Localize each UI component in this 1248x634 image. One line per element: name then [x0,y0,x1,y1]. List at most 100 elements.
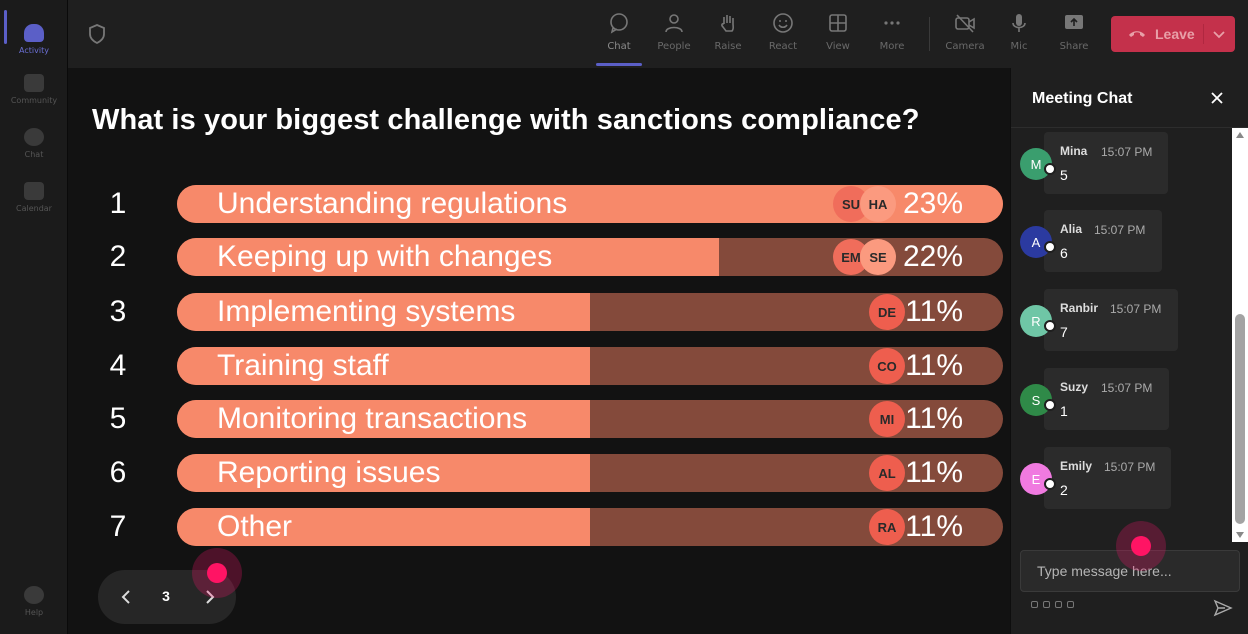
voter-avatar: RA [869,509,905,545]
option-bar: Reporting issues AL 11% [177,454,1003,492]
mic-icon [1012,14,1026,32]
presence-dot [1044,163,1056,175]
leave-button-label: Leave [1155,26,1195,42]
send-icon[interactable] [1213,598,1233,618]
option-percent: 11% [905,295,963,328]
toolbar-react-button[interactable]: React [758,10,808,62]
voter-avatar: HA [860,186,896,222]
avatar: M [1020,148,1052,180]
toolbar-view-button[interactable]: View [813,10,863,62]
option-bar: Keeping up with changes EM SE 22% [177,238,1003,276]
meeting-toolbar: Chat People Raise React View More Camera… [68,0,1248,68]
toolbar-more-button[interactable]: More [867,10,917,62]
option-label: Other [217,510,293,543]
option-number: 7 [109,510,127,543]
rail-item-calendar[interactable]: Calendar [0,172,68,222]
scrollbar-thumb[interactable] [1235,314,1245,524]
option-percent: 11% [905,349,963,382]
chat-message: S Suzy 15:07 PM 1 [1020,368,1169,430]
option-bar-fill [177,400,590,438]
option-label: Training staff [217,349,389,382]
chevron-left-icon[interactable] [116,587,136,607]
voter-avatar: SE [860,239,896,275]
option-number: 4 [109,349,127,382]
camera-off-icon [955,14,975,33]
raise-hand-icon [721,15,735,32]
calendar-icon [24,181,44,200]
option-label: Understanding regulations [217,187,568,220]
rail-item-label: Community [10,95,58,105]
close-icon[interactable] [1209,90,1225,106]
message-author: Ranbir [1060,301,1099,315]
hang-up-icon [1129,31,1145,37]
toolbar-raise-button[interactable]: Raise [703,10,753,62]
voter-avatar: CO [869,348,905,384]
toolbar-separator [929,17,930,51]
rail-item-chat[interactable]: Chat [0,118,68,168]
rail-item-label: Help [24,607,44,617]
format-icon[interactable] [1031,601,1038,608]
toolbar-chat-button[interactable]: Chat [594,10,644,62]
rail-item-help[interactable]: Help [0,576,68,626]
chevron-right-icon[interactable] [200,587,220,607]
message-input[interactable] [1037,563,1217,579]
chevron-down-icon[interactable] [1211,26,1227,42]
toolbar-mic-button[interactable]: Mic [994,10,1044,62]
option-percent: 22% [902,240,963,273]
scroll-down-arrow[interactable] [1236,532,1244,538]
toolbar-people-button[interactable]: People [649,10,699,62]
gif-icon[interactable] [1067,601,1074,608]
toolbar-camera-button[interactable]: Camera [940,10,990,62]
rail-item-activity[interactable]: Activity [0,14,68,64]
option-percent: 11% [905,510,963,543]
toolbar-button-label: People [657,41,691,52]
attach-icon[interactable] [1043,601,1050,608]
chat-message-list: M Mina 15:07 PM 5 A Alia 15:07 PM 6 R Ra… [1011,128,1235,542]
people-icon [665,14,683,33]
rail-active-indicator [4,10,7,44]
toolbar-button-label: More [879,41,905,52]
presence-dot [1044,399,1056,411]
option-bar-fill [177,347,590,385]
chat-message: E Emily 15:07 PM 2 [1020,447,1171,509]
bell-icon [24,23,44,42]
scroll-up-arrow[interactable] [1236,132,1244,138]
rail-item-label: Activity [19,45,49,55]
message-time: 15:07 PM [1110,302,1162,316]
option-label: Implementing systems [217,295,516,328]
option-bar: Monitoring transactions MI 11% [177,400,1003,438]
leave-button[interactable]: Leave [1111,16,1235,52]
rail-item-community[interactable]: Community [0,64,68,114]
message-text: 6 [1060,245,1068,261]
poll-option: 7 Other RA 11% [68,508,1010,546]
option-bar-fill [177,293,590,331]
page-number: 3 [162,588,170,604]
option-bar: Other RA 11% [177,508,1003,546]
option-bar-fill [177,454,590,492]
option-percent: 11% [905,456,963,489]
option-label: Reporting issues [217,456,441,489]
chat-title: Meeting Chat [1032,90,1133,107]
toolbar-button-label: Chat [607,41,631,52]
toolbar-share-button[interactable]: Share [1049,10,1099,62]
option-number: 6 [109,456,127,489]
toolbar-button-label: View [826,41,850,52]
message-author: Emily [1060,459,1093,473]
toolbar-button-label: Raise [714,41,742,52]
option-bar: Understanding regulations SU HA 23% [177,185,1003,223]
message-compose-box[interactable] [1020,550,1240,592]
rail-item-label: Calendar [16,203,52,213]
option-bar: Training staff CO 11% [177,347,1003,385]
poll-option: 5 Monitoring transactions MI 11% [68,400,1010,438]
chat-scrollbar[interactable] [1232,128,1248,542]
option-number: 2 [109,240,127,273]
option-bar-fill [177,508,590,546]
shield-icon[interactable] [88,24,106,44]
message-time: 15:07 PM [1104,460,1156,474]
toolbar-button-label: Mic [1010,41,1028,52]
presence-dot [1044,241,1056,253]
click-indicator [192,548,242,598]
option-percent: 23% [902,187,963,220]
voter-avatar: MI [869,401,905,437]
emoji-icon[interactable] [1055,601,1062,608]
